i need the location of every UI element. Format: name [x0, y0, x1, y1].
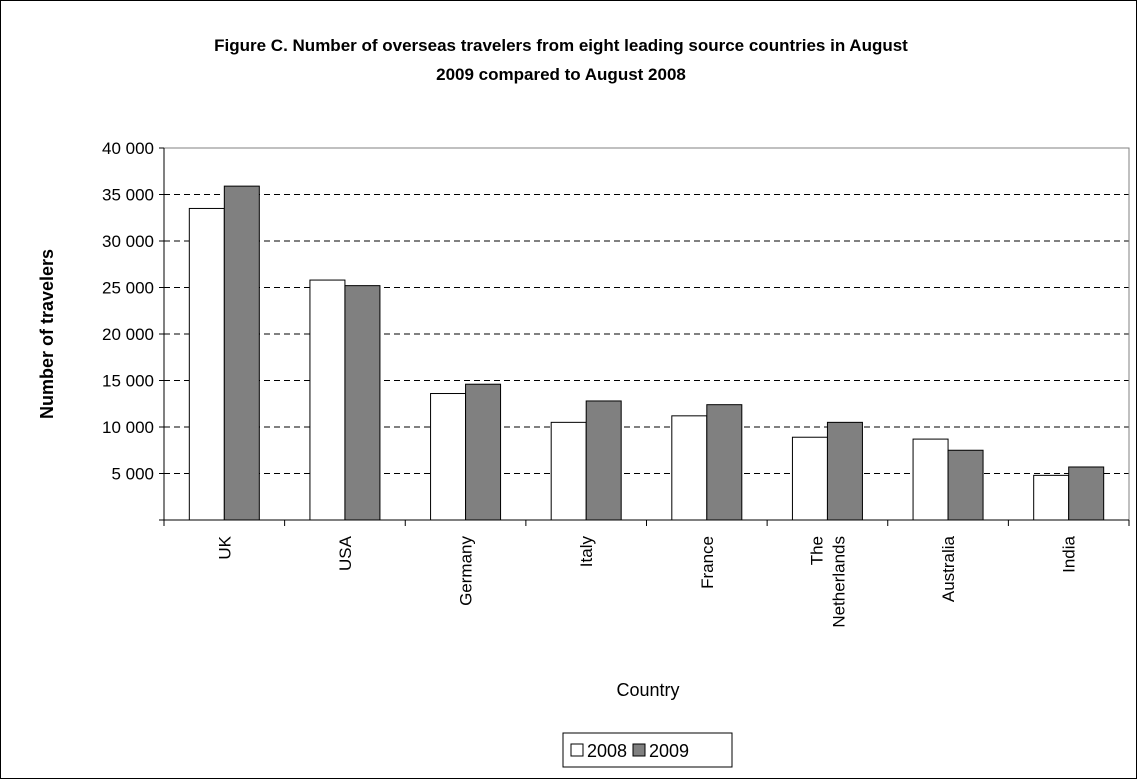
chart-title-line-1: Figure C. Number of overseas travelers f… — [214, 36, 908, 55]
x-category-label: France — [698, 536, 717, 589]
bar-2009-france — [706, 404, 743, 521]
y-tick-label: 35 000 — [102, 186, 154, 205]
bars — [188, 185, 1105, 521]
y-tick-label: 5 000 — [111, 465, 154, 484]
y-tick-labels: 5 000 10 000 15 000 20 000 25 000 30 000 35 00… — [102, 139, 154, 484]
x-axis-label: Country — [616, 680, 679, 700]
legend-box — [562, 732, 733, 768]
bar-2008-france — [671, 415, 708, 521]
y-axis-label: Number of travelers — [37, 249, 57, 419]
bar-2008-usa — [309, 279, 346, 521]
bar-2009-germany — [465, 383, 502, 521]
legend-label-2009: 2009 — [649, 741, 689, 761]
y-tick-label: 25 000 — [102, 279, 154, 298]
legend-swatch-2009 — [632, 743, 646, 757]
x-category-label: UK — [215, 535, 234, 559]
bar-2008-italy — [550, 421, 587, 521]
bar-2008-australia — [912, 438, 949, 521]
x-category-label: The — [807, 536, 826, 565]
bar-2008-the-netherlands — [791, 436, 828, 521]
bar-2009-italy — [585, 400, 622, 521]
x-category-label: Australia — [939, 535, 958, 602]
bar-2008-india — [1033, 474, 1070, 521]
y-tick-label: 15 000 — [102, 372, 154, 391]
legend-swatch-2008 — [570, 743, 584, 757]
x-category-label: USA — [336, 535, 355, 571]
x-category-label: Italy — [577, 536, 596, 568]
bar-2008-germany — [430, 393, 467, 521]
axes — [159, 147, 1130, 526]
y-tick-label: 40 000 — [102, 139, 154, 158]
bar-2009-uk — [223, 185, 260, 521]
x-category-label: Germany — [457, 536, 476, 606]
bar-2009-australia — [947, 449, 984, 521]
x-category-label: Netherlands — [829, 536, 848, 628]
x-category-labels: UK USA Germany Italy France The Netherlands Aus… — [215, 535, 1078, 627]
legend-label-2008: 2008 — [587, 741, 627, 761]
bar-2009-the-netherlands — [826, 421, 863, 521]
y-tick-label: 30 000 — [102, 232, 154, 251]
y-tick-label: 10 000 — [102, 418, 154, 437]
chart-title: Figure C. Number of overseas travelers f… — [214, 36, 908, 84]
x-category-label: India — [1060, 535, 1079, 572]
chart-title-line-2: 2009 compared to August 2008 — [436, 65, 686, 84]
bar-2009-india — [1068, 466, 1105, 521]
legend: 2008 2009 — [562, 732, 733, 768]
bar-2008-uk — [188, 207, 225, 521]
gridlines — [164, 194, 1129, 474]
y-tick-label: 20 000 — [102, 325, 154, 344]
bar-2009-usa — [344, 285, 381, 521]
